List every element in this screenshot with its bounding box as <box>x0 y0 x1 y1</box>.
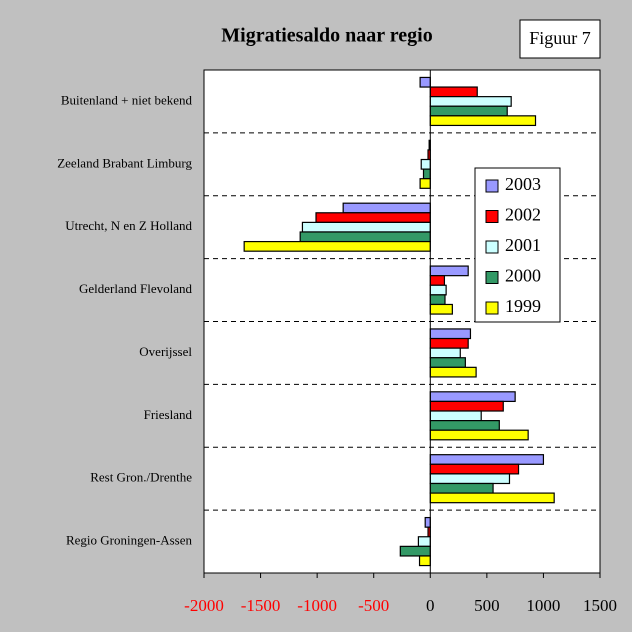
bar <box>429 328 472 340</box>
bar <box>429 400 504 412</box>
x-tick-label: -1000 <box>297 596 337 615</box>
x-tick-label: -1500 <box>241 596 281 615</box>
x-tick-label: 0 <box>426 596 435 615</box>
bar <box>429 420 500 431</box>
annotation-box <box>519 19 601 59</box>
bar <box>429 303 453 315</box>
bar <box>417 536 431 547</box>
bar <box>429 473 511 485</box>
bar <box>429 391 516 403</box>
bar <box>429 115 537 127</box>
bar <box>429 294 446 306</box>
bar <box>429 492 555 504</box>
bar <box>429 347 461 359</box>
bar <box>429 366 477 378</box>
y-tick-label: Overijssel <box>139 344 192 359</box>
bar <box>315 212 431 223</box>
legend-label: 1999 <box>505 296 541 316</box>
bar <box>429 284 447 296</box>
legend-swatch <box>485 179 499 193</box>
bar <box>342 202 431 214</box>
legend-label: 2001 <box>505 235 541 255</box>
bar <box>429 86 478 98</box>
bar <box>429 275 446 286</box>
legend-swatch <box>485 301 499 315</box>
bar <box>429 357 466 368</box>
legend-swatch <box>485 271 499 284</box>
bar <box>419 76 431 88</box>
bar <box>299 231 431 243</box>
annotation: Figuur 7 <box>529 28 591 48</box>
legend-label: 2002 <box>505 205 541 225</box>
bar <box>429 105 508 117</box>
bar <box>429 454 545 465</box>
chart-title: Migratiesaldo naar regio <box>221 25 432 47</box>
bar <box>429 265 469 277</box>
bar <box>399 545 431 557</box>
legend-swatch <box>485 240 499 254</box>
y-tick-label: Friesland <box>144 407 193 422</box>
y-tick-label: Rest Gron./Drenthe <box>90 470 192 485</box>
bar <box>418 555 431 567</box>
x-tick-label: 500 <box>474 596 500 615</box>
bar <box>429 96 512 107</box>
x-tick-label: -500 <box>358 596 389 615</box>
legend-label: 2000 <box>505 266 541 286</box>
x-tick-label: 1500 <box>583 596 617 615</box>
bar <box>429 482 494 494</box>
bar <box>429 337 469 349</box>
bar <box>429 463 520 475</box>
bar <box>301 221 431 233</box>
bar <box>429 410 482 422</box>
y-tick-label: Gelderland Flevoland <box>79 281 192 296</box>
legend-label: 2003 <box>505 174 541 194</box>
bar <box>429 429 529 441</box>
bar <box>419 178 431 189</box>
x-tick-label: -2000 <box>184 596 224 615</box>
y-tick-label: Regio Groningen-Assen <box>66 533 193 548</box>
y-tick-label: Zeeland Brabant Limburg <box>57 155 192 170</box>
y-tick-label: Utrecht, N en Z Holland <box>65 218 192 233</box>
y-tick-label: Buitenland + niet bekend <box>61 92 193 107</box>
legend-swatch <box>485 210 499 223</box>
x-tick-label: 1000 <box>526 596 560 615</box>
bar <box>243 240 431 252</box>
bar <box>420 158 431 170</box>
bar <box>424 516 431 528</box>
bar <box>422 168 431 180</box>
